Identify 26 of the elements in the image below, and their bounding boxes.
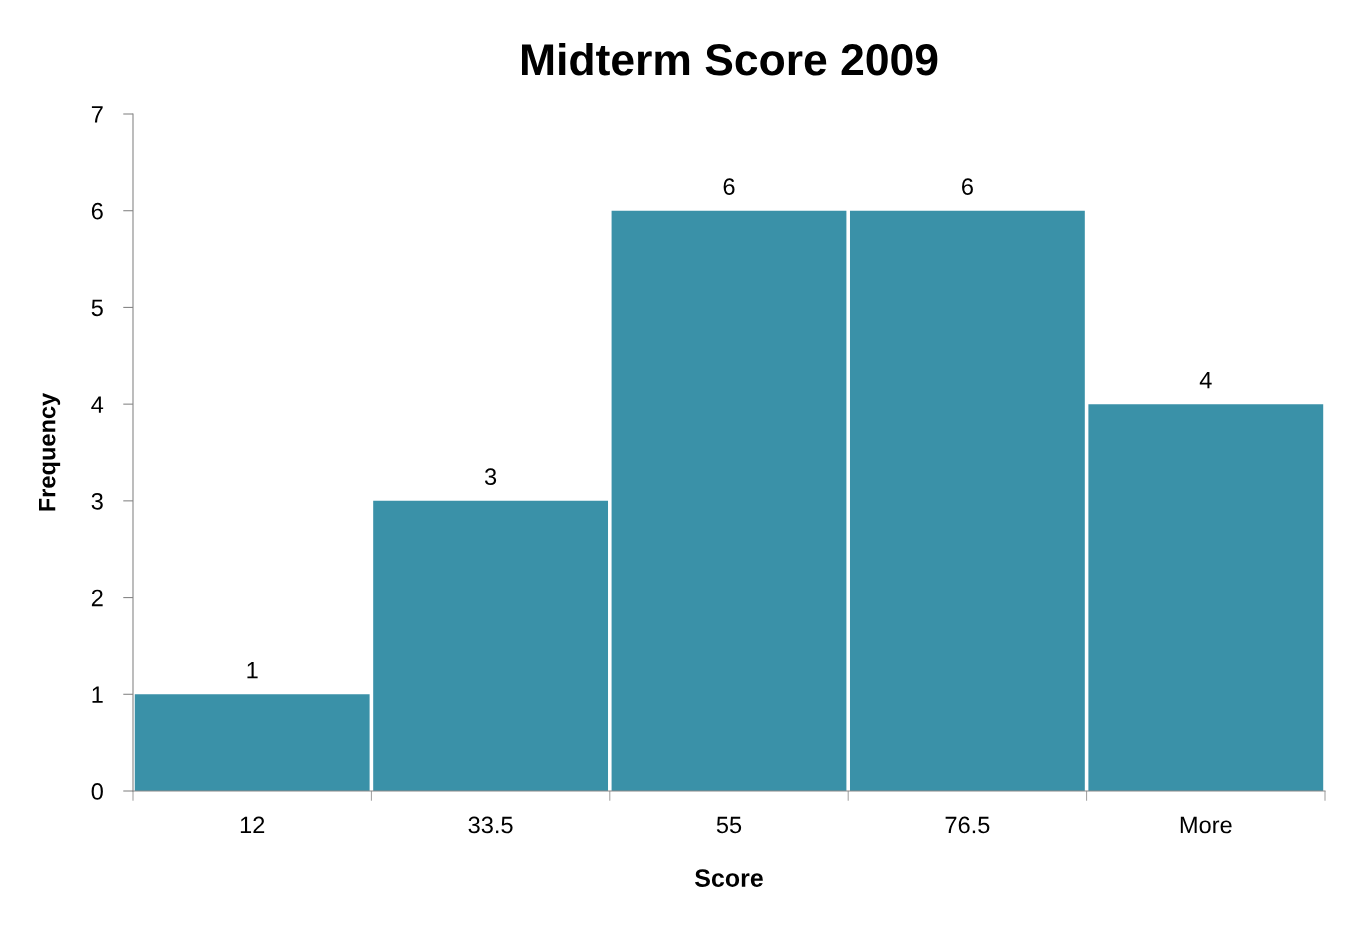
x-tick-label: 12 [240, 816, 265, 834]
bar [1088, 404, 1324, 791]
y-tick-label: 6 [91, 202, 103, 220]
y-tick-label: 2 [91, 589, 103, 607]
x-tick-label: 76.5 [945, 816, 990, 834]
data-label: 6 [962, 178, 973, 195]
x-tick-label: 55 [716, 816, 742, 834]
data-label: 6 [723, 178, 735, 195]
y-tick-label: 7 [91, 106, 103, 123]
y-tick-label: 5 [91, 299, 103, 317]
y-tick-label: 0 [91, 783, 103, 800]
bar [611, 210, 847, 791]
bar [849, 210, 1085, 791]
bar [134, 694, 370, 791]
chart-title: Midterm Score 2009 [522, 42, 938, 76]
x-axis-title: Score [694, 869, 763, 887]
y-tick-label: 1 [92, 686, 103, 703]
data-label: 1 [247, 662, 258, 679]
y-axis-title: Frequency [39, 392, 61, 511]
x-tick-label: More [1180, 816, 1232, 834]
bar [373, 500, 609, 791]
x-tick-label: 33.5 [468, 816, 513, 834]
y-tick-label: 3 [91, 492, 103, 510]
data-label: 4 [1199, 371, 1212, 389]
y-tick-label: 4 [91, 396, 104, 413]
data-label: 3 [484, 468, 497, 486]
